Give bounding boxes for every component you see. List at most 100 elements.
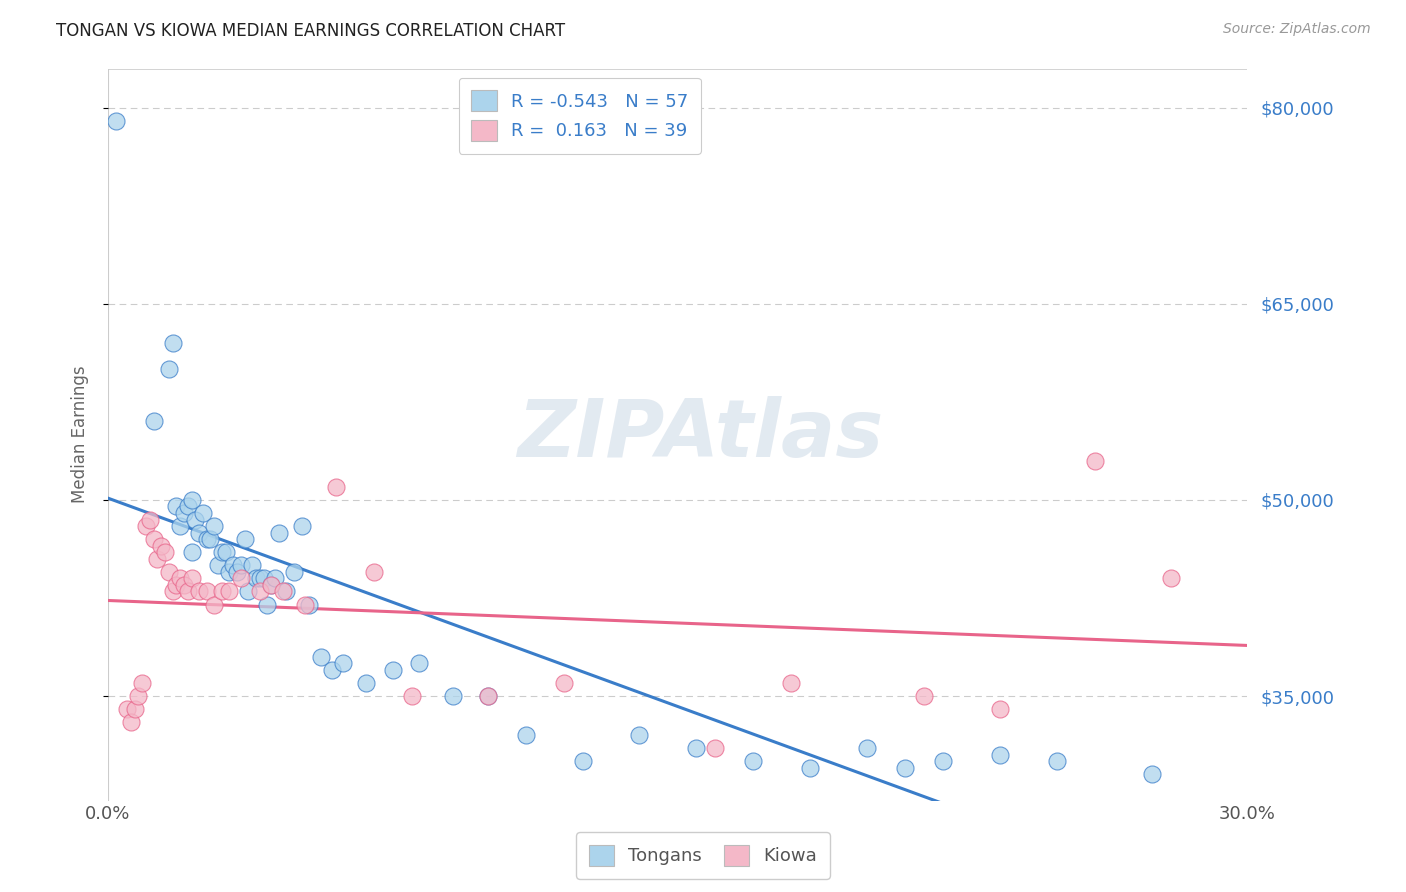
Point [249,584,271,599]
Point [104,113,127,128]
Point [218,565,240,579]
Point [120,715,142,730]
Point [276,584,298,599]
Point [162,336,184,351]
Point [184,512,207,526]
Point [173,506,195,520]
Point [157,362,180,376]
Point [408,657,430,671]
Point [169,571,191,585]
Point [211,584,233,599]
Point [780,676,803,690]
Point [1160,571,1182,585]
Point [229,571,252,585]
Point [139,512,162,526]
Point [685,741,707,756]
Point [988,747,1011,762]
Point [202,598,225,612]
Point [211,545,233,559]
Point [283,565,305,579]
Point [799,761,821,775]
Point [894,761,917,775]
Point [124,702,146,716]
Point [188,584,211,599]
Point [291,519,314,533]
Point [477,689,499,703]
Point [704,741,727,756]
Point [325,480,347,494]
Point [233,532,256,546]
Point [200,532,222,546]
Point [180,492,202,507]
Point [177,500,200,514]
Point [309,649,332,664]
Point [142,415,165,429]
Point [354,676,377,690]
Point [169,519,191,533]
Point [165,578,187,592]
Point [1046,755,1069,769]
Point [932,755,955,769]
Point [515,728,537,742]
Point [240,558,263,573]
Point [381,663,404,677]
Point [256,598,278,612]
Point [191,506,214,520]
Point [628,728,651,742]
Point [180,545,202,559]
Point [1140,767,1163,781]
Point [856,741,879,756]
Point [165,500,187,514]
Point [215,545,238,559]
Point [912,689,935,703]
Point [195,584,218,599]
Point [135,519,157,533]
Point [188,525,211,540]
Point [271,584,294,599]
Point [162,584,184,599]
Point [321,663,343,677]
Point [195,532,218,546]
Point [115,702,138,716]
Point [245,571,267,585]
Point [267,525,290,540]
Point [238,584,260,599]
Point [249,571,271,585]
Point [131,676,153,690]
Point [153,545,176,559]
Point [294,598,316,612]
Point [1084,453,1107,467]
Point [742,755,765,769]
Point [173,578,195,592]
Point [443,689,465,703]
Legend: Tongans, Kiowa: Tongans, Kiowa [576,832,830,879]
Point [253,571,276,585]
Point [177,584,200,599]
Point [226,565,249,579]
Point [298,598,321,612]
Point [229,558,252,573]
Point [157,565,180,579]
Point [332,657,354,671]
Legend: R = -0.543   N = 57, R =  0.163   N = 39: R = -0.543 N = 57, R = 0.163 N = 39 [458,78,702,153]
Y-axis label: Median Earnings: Median Earnings [72,366,89,503]
Point [207,558,229,573]
Point [264,571,287,585]
Point [218,584,240,599]
Text: TONGAN VS KIOWA MEDIAN EARNINGS CORRELATION CHART: TONGAN VS KIOWA MEDIAN EARNINGS CORRELAT… [56,22,565,40]
Point [142,532,165,546]
Point [571,755,593,769]
Point [260,578,283,592]
Text: Source: ZipAtlas.com: Source: ZipAtlas.com [1223,22,1371,37]
Point [127,689,149,703]
Point [477,689,499,703]
Point [260,578,283,592]
Point [202,519,225,533]
Point [180,571,202,585]
Point [150,539,173,553]
Point [222,558,245,573]
Point [146,551,169,566]
Point [988,702,1011,716]
Point [553,676,575,690]
Point [363,565,385,579]
